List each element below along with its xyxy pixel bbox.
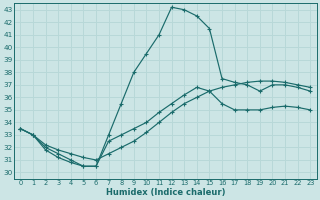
X-axis label: Humidex (Indice chaleur): Humidex (Indice chaleur) bbox=[106, 188, 225, 197]
